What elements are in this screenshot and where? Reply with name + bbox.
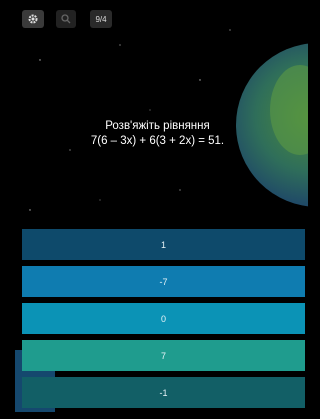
- answer-button[interactable]: 1: [22, 229, 305, 260]
- answer-button[interactable]: -7: [22, 266, 305, 297]
- question-equation: 7(6 – 3x) + 6(3 + 2x) = 51.: [40, 134, 275, 148]
- settings-button[interactable]: [22, 10, 44, 28]
- answer-button[interactable]: 0: [22, 303, 305, 334]
- answer-button[interactable]: -1: [22, 377, 305, 408]
- answer-button[interactable]: 7: [22, 340, 305, 371]
- game-screen: 9/4 Розв'яжіть рівняння 7(6 – 3x) + 6(3 …: [0, 0, 308, 419]
- progress-counter: 9/4: [90, 10, 112, 28]
- zoom-button[interactable]: [56, 10, 76, 28]
- gear-icon: [28, 14, 38, 24]
- search-icon: [61, 14, 71, 24]
- question-title: Розв'яжіть рівняння: [40, 119, 275, 133]
